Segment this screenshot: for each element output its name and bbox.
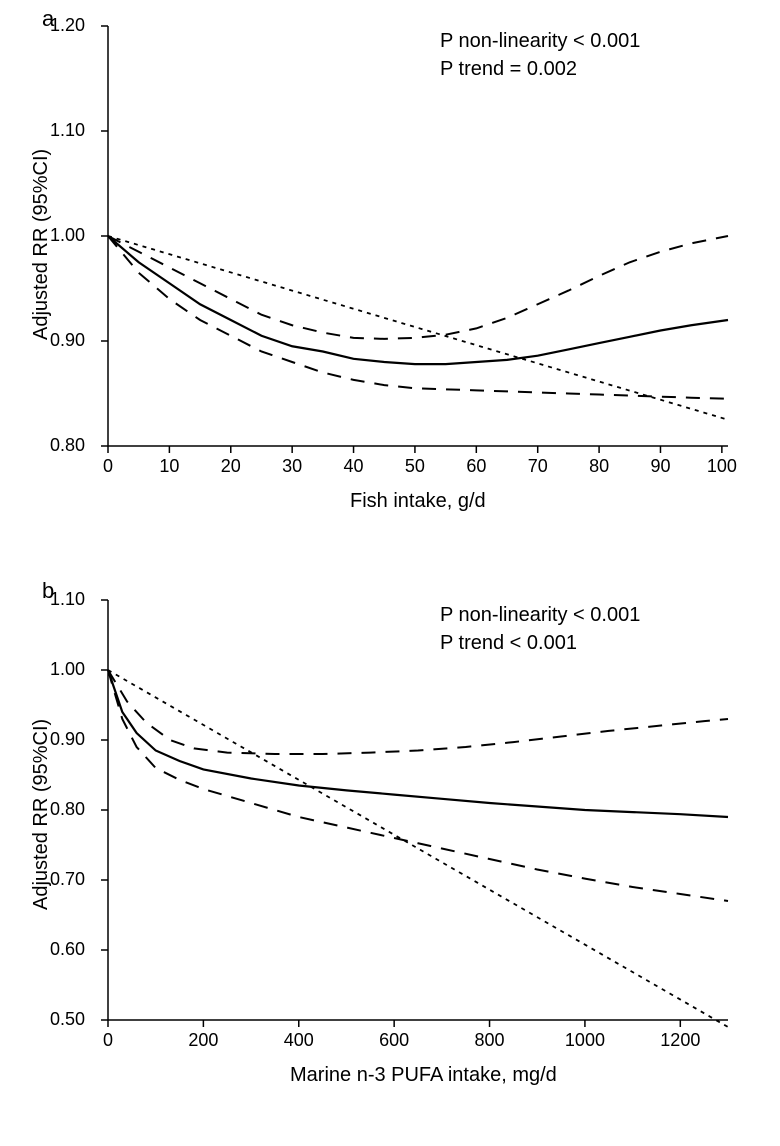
x-tick-label: 80 [589,456,609,477]
panel_b-lower-line [108,670,728,901]
x-tick-label: 1000 [565,1030,605,1051]
x-tick-label: 10 [159,456,179,477]
panel-b-p-nonlinearity: P non-linearity < 0.001 [440,604,640,627]
panel-a-x-axis-label: Fish intake, g/d [350,490,486,513]
y-tick-label: 0.80 [50,799,85,820]
x-tick-label: 200 [188,1030,218,1051]
x-tick-label: 100 [707,456,737,477]
y-tick-label: 0.70 [50,869,85,890]
panel-b-p-trend: P trend < 0.001 [440,632,577,655]
x-tick-label: 50 [405,456,425,477]
x-tick-label: 800 [475,1030,505,1051]
panel-b-chart [0,560,780,1146]
panel_b-solid-line [108,670,728,817]
x-tick-label: 400 [284,1030,314,1051]
y-tick-label: 1.10 [50,120,85,141]
y-tick-label: 0.90 [50,729,85,750]
x-tick-label: 1200 [660,1030,700,1051]
x-tick-label: 600 [379,1030,409,1051]
x-tick-label: 30 [282,456,302,477]
panel_a-solid-line [108,236,728,364]
panel-b-x-axis-label: Marine n-3 PUFA intake, mg/d [290,1064,557,1087]
x-tick-label: 40 [344,456,364,477]
panel-a-p-nonlinearity: P non-linearity < 0.001 [440,30,640,53]
y-tick-label: 1.00 [50,225,85,246]
y-tick-label: 1.10 [50,589,85,610]
panel_a-trend-line [108,236,728,420]
y-tick-label: 0.50 [50,1009,85,1030]
panel_b-trend-line [108,670,728,1027]
x-tick-label: 70 [528,456,548,477]
y-tick-label: 0.80 [50,435,85,456]
y-tick-label: 1.00 [50,659,85,680]
panel_b-upper-line [108,670,728,754]
x-tick-label: 90 [650,456,670,477]
panel-a-p-trend: P trend = 0.002 [440,58,577,81]
y-tick-label: 0.90 [50,330,85,351]
x-tick-label: 0 [103,1030,113,1051]
x-tick-label: 20 [221,456,241,477]
x-tick-label: 60 [466,456,486,477]
y-tick-label: 0.60 [50,939,85,960]
panel_a-upper-line [108,236,728,339]
figure-container: a P non-linearity < 0.001 P trend = 0.00… [0,0,780,1146]
x-tick-label: 0 [103,456,113,477]
y-tick-label: 1.20 [50,15,85,36]
